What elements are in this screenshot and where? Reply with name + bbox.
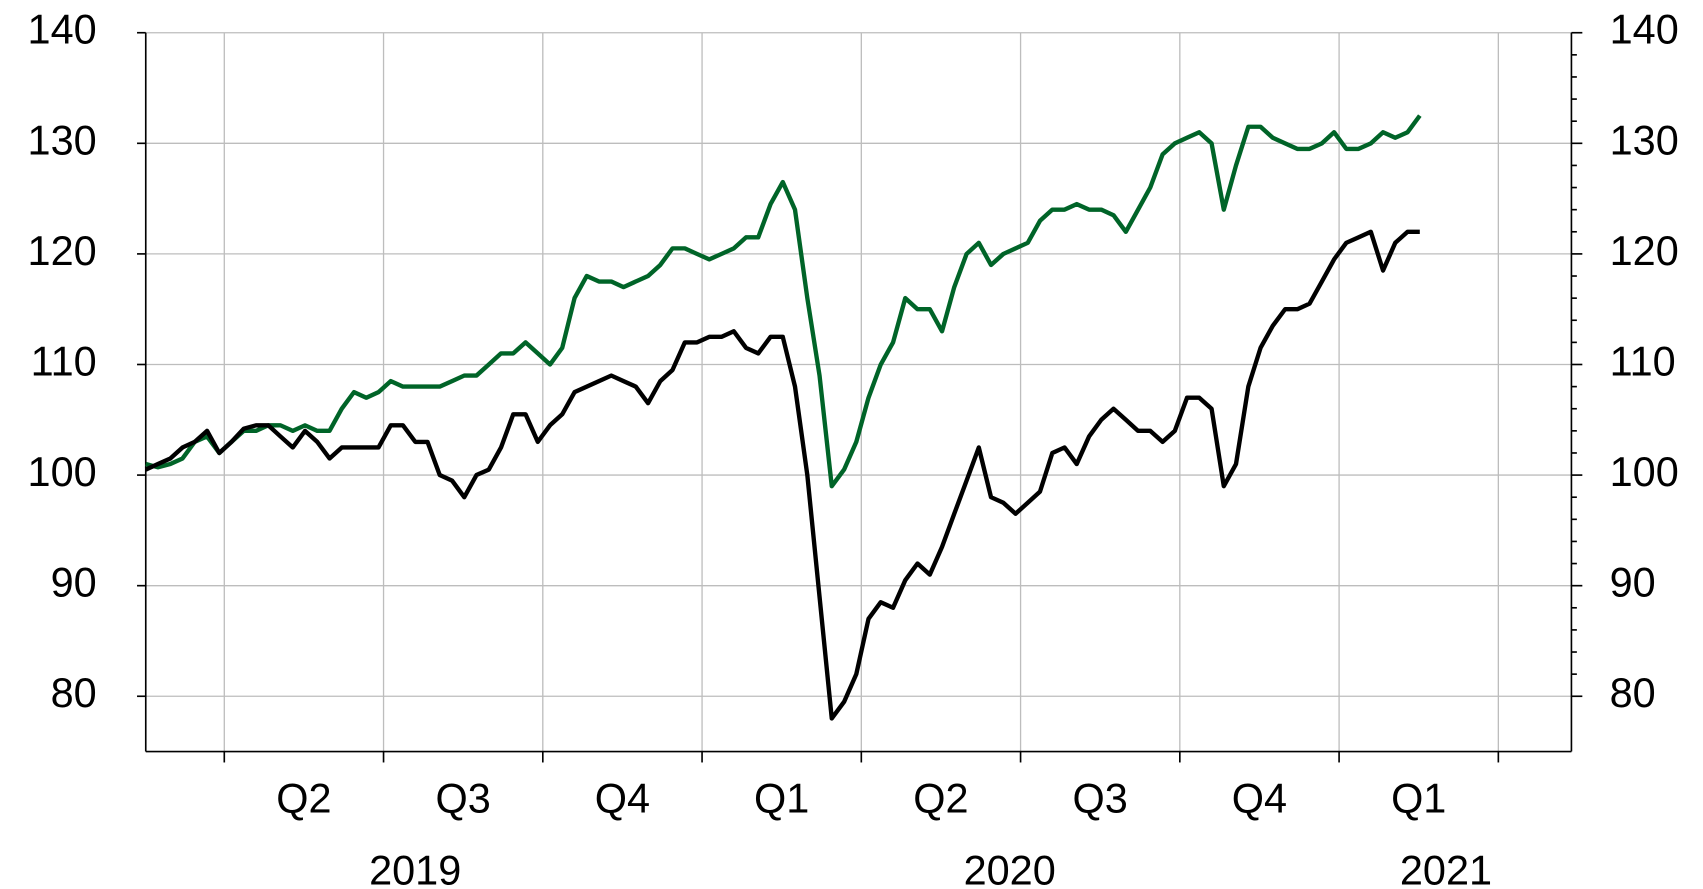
x-quarter-label: Q1 <box>1391 775 1446 822</box>
y2-tick-label: 80 <box>1610 669 1656 716</box>
x-quarter-label: Q1 <box>754 775 809 822</box>
x-quarter-label: Q4 <box>595 775 650 822</box>
y-tick-label: 110 <box>31 337 97 384</box>
x-quarter-label: Q3 <box>436 775 491 822</box>
y-tick-label: 120 <box>28 227 97 274</box>
series-line <box>144 229 1420 721</box>
y2-tick-label: 110 <box>1610 337 1676 384</box>
x-quarter-label: Q2 <box>276 775 331 822</box>
x-year-label: 2020 <box>964 847 1056 889</box>
y2-tick-label: 130 <box>1610 116 1679 163</box>
series-line <box>145 114 1422 489</box>
x-quarter-label: Q2 <box>913 775 968 822</box>
x-quarter-label: Q4 <box>1232 775 1287 822</box>
y-tick-label: 140 <box>28 6 97 53</box>
y2-tick-label: 120 <box>1610 227 1679 274</box>
x-quarter-label: Q3 <box>1073 775 1128 822</box>
x-year-label: 2021 <box>1400 847 1492 889</box>
y-tick-label: 130 <box>28 116 97 163</box>
y2-tick-label: 140 <box>1610 6 1679 53</box>
x-year-label: 2019 <box>369 847 461 889</box>
y-tick-label: 80 <box>51 669 97 716</box>
y-tick-label: 100 <box>28 448 97 495</box>
y2-tick-label: 100 <box>1610 448 1679 495</box>
y2-tick-label: 90 <box>1610 559 1656 606</box>
y-tick-label: 90 <box>51 559 97 606</box>
